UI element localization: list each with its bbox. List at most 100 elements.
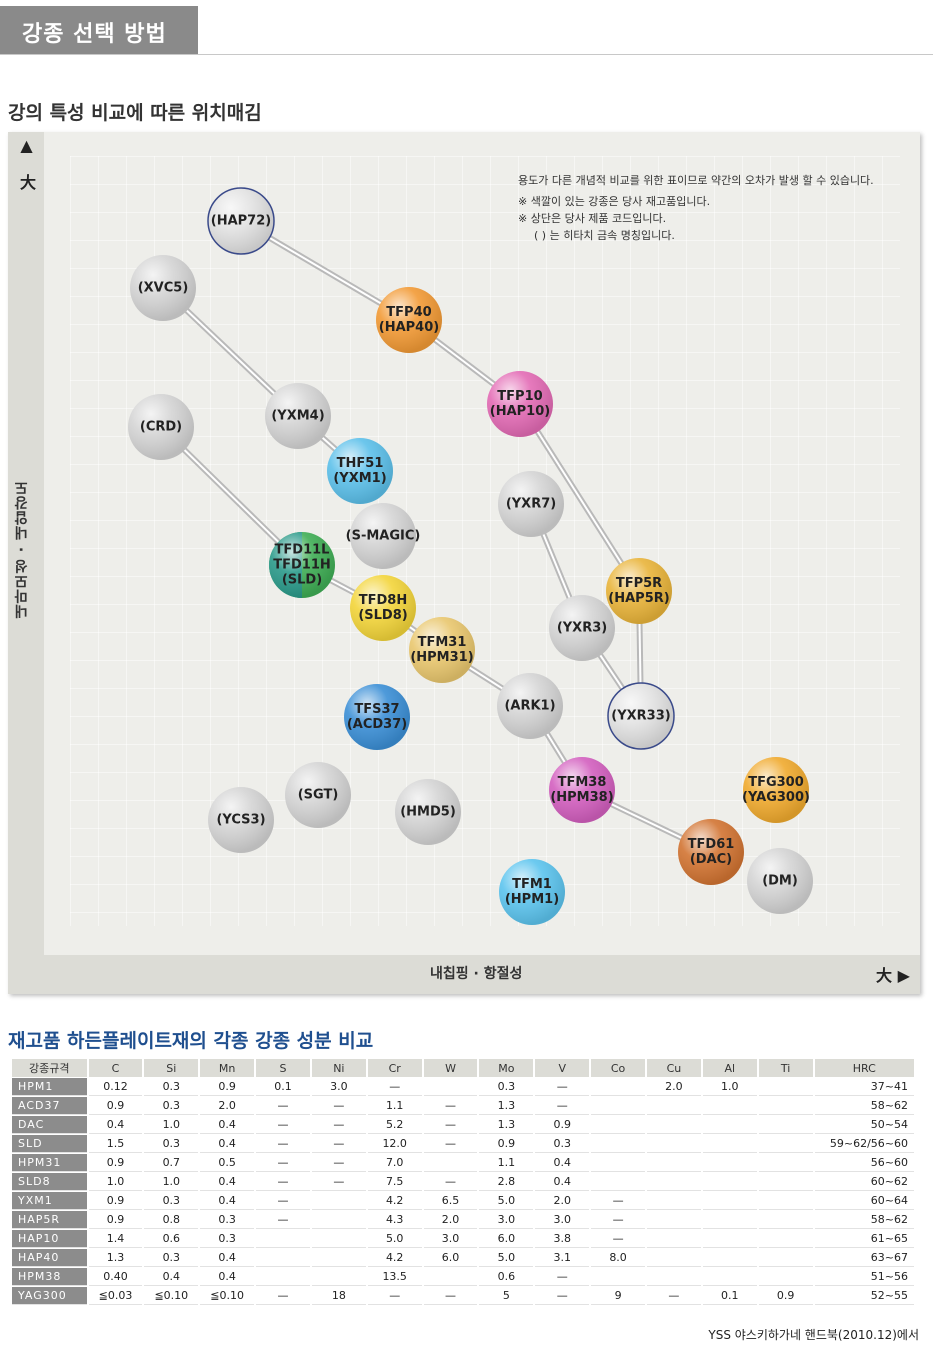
table-cell — [256, 1230, 310, 1248]
title-underline — [0, 54, 933, 55]
table-cell: 0.3 — [535, 1135, 590, 1153]
table-cell: 59~62/56~60 — [814, 1135, 914, 1153]
table-cell — [702, 1230, 757, 1248]
table-cell: 0.3 — [144, 1249, 199, 1267]
table-cell: 0.4 — [200, 1249, 255, 1267]
ball-label-line: (HAP72) — [210, 213, 272, 229]
ball-label-line: (HPM31) — [410, 650, 474, 665]
table-header-cell: Ti — [758, 1059, 813, 1077]
ball-label-line: (YAG300) — [742, 790, 810, 805]
table-row: ACD37 0.9 0.3 2.0— —1.1—1.3—58~62 — [12, 1097, 914, 1115]
table-header-cell: Si — [144, 1059, 199, 1077]
ball-label-line: TFM1 — [512, 877, 552, 892]
table-cell — [646, 1230, 701, 1248]
table-cell: — — [311, 1135, 366, 1153]
ball-label-tfm31: TFM31 (HPM31) — [410, 635, 473, 665]
table-cell: 0.9 — [88, 1097, 143, 1115]
table-cell: — — [256, 1192, 310, 1210]
table-cell: 1.0 — [144, 1173, 199, 1191]
ball-label-smagic: (S-MAGIC) — [346, 529, 421, 544]
table-cell: 7.5 — [367, 1173, 422, 1191]
table-header-cell: Al — [702, 1059, 757, 1077]
table-cell: 6.5 — [423, 1192, 478, 1210]
table-cell: 1.0 — [144, 1116, 199, 1134]
table-cell — [311, 1192, 366, 1210]
ball-label-tfm1: TFM1 (HPM1) — [505, 877, 559, 907]
positioning-chart — [8, 132, 920, 994]
ball-label-yxr3: (YXR3) — [557, 621, 607, 636]
table-cell: 0.9 — [758, 1287, 813, 1305]
chart-note: ※ 상단은 당사 제품 코드입니다. — [518, 212, 667, 225]
table-cell: 0.4 — [88, 1116, 143, 1134]
table-cell: — — [423, 1135, 478, 1153]
table-cell: 0.4 — [200, 1135, 255, 1153]
table-header-cell: W — [423, 1059, 478, 1077]
ball-label-yxm4: (YXM4) — [271, 409, 324, 424]
ball-label-tfd11: TFD11L TFD11H (SLD) — [273, 543, 331, 588]
ball-label-line: (CRD) — [139, 419, 183, 435]
table-cell: — — [423, 1097, 478, 1115]
ball-label-line: (ARK1) — [504, 698, 556, 714]
table-cell — [311, 1211, 366, 1229]
table-cell: 1.0 — [88, 1173, 143, 1191]
ball-label-line: (HAP10) — [489, 404, 551, 419]
x-axis-arrow: 大 ▶ — [876, 966, 910, 985]
table-row: YAG300 ≦0.03 ≦0.10 ≦0.10—18— —5—9—0.1 0.9 52~5… — [12, 1287, 914, 1305]
table-cell: 4.2 — [367, 1249, 422, 1267]
ball-label-line: TFP40 — [386, 305, 432, 320]
table-cell: 0.9 — [535, 1116, 590, 1134]
table-cell — [702, 1211, 757, 1229]
table-cell — [758, 1211, 813, 1229]
table-cell: 3.0 — [311, 1078, 366, 1096]
y-axis-label: 내마모성 · 내압강도 — [14, 480, 30, 619]
table-cell — [256, 1268, 310, 1286]
ball-label-ark1: (ARK1) — [504, 699, 555, 714]
table-cell — [702, 1268, 757, 1286]
table-cell: 3.1 — [535, 1249, 590, 1267]
table-cell: — — [256, 1135, 310, 1153]
table-header-cell: Cr — [367, 1059, 422, 1077]
table-cell: 12.0 — [367, 1135, 422, 1153]
table-cell — [423, 1268, 478, 1286]
table-cell — [702, 1097, 757, 1115]
table-cell — [256, 1249, 310, 1267]
table-cell — [758, 1135, 813, 1153]
table-cell: 0.3 — [200, 1230, 255, 1248]
table-cell: — — [535, 1097, 590, 1115]
ball-label-line: TFD11H — [273, 557, 331, 573]
table-cell: 9 — [591, 1287, 645, 1305]
table-cell: 2.8 — [479, 1173, 534, 1191]
table-cell — [702, 1192, 757, 1210]
table-header-cell: S — [256, 1059, 310, 1077]
ball-label-line: TFD8H — [358, 593, 408, 608]
ball-label-tfm38: TFM38 (HPM38) — [550, 775, 613, 805]
table-cell: 51~56 — [814, 1268, 914, 1286]
table-cell: 0.12 — [88, 1078, 143, 1096]
ball-label-line: TFP10 — [497, 389, 543, 404]
table-cell: 7.0 — [367, 1154, 422, 1172]
table-cell: 0.9 — [479, 1135, 534, 1153]
table-cell: 3.8 — [535, 1230, 590, 1248]
ball-label-line: (YXR33) — [611, 708, 671, 724]
ball-label-ycs3: (YCS3) — [216, 813, 265, 828]
ball-label-thf51: THF51 (YXM1) — [333, 456, 386, 486]
table-cell: 5 — [479, 1287, 534, 1305]
ball-label-tfp40: TFP40 (HAP40) — [379, 305, 439, 335]
table-cell — [591, 1116, 645, 1134]
table-cell — [758, 1173, 813, 1191]
table-cell — [423, 1078, 478, 1096]
grade-cell: HPM1 — [12, 1078, 87, 1096]
table-cell: 4.2 — [367, 1192, 422, 1210]
ball-label-line: THF51 — [336, 456, 384, 471]
x-axis-label: 내칩핑 · 항절성 — [430, 966, 523, 982]
table-cell — [311, 1249, 366, 1267]
grade-cell: YXM1 — [12, 1192, 87, 1210]
table-cell — [646, 1249, 701, 1267]
table-cell: ≦0.03 — [88, 1287, 143, 1305]
table-row: YXM1 0.9 0.3 0.4—4.2 6.5 5.0 2.0—60~64 — [12, 1192, 914, 1210]
table-row: HPM1 0.12 0.3 0.9 0.1 3.0—0.3—2.0 1.0 37~41 — [12, 1078, 914, 1096]
table-cell — [758, 1078, 813, 1096]
ball-label-line: (HAP40) — [378, 320, 440, 335]
table-cell: 1.5 — [88, 1135, 143, 1153]
grade-cell: YAG300 — [12, 1287, 87, 1305]
